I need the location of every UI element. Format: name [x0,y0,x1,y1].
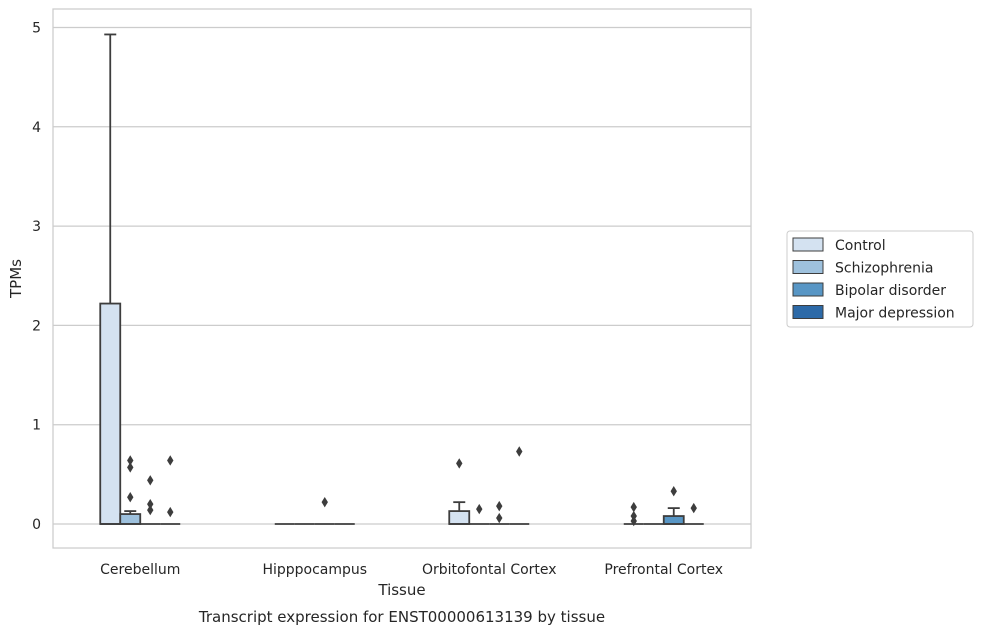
box [99,302,122,525]
box-major-depression [509,446,530,525]
box-control [448,458,471,525]
outlier-point [167,506,174,518]
outlier-point [147,498,154,510]
outlier-point [690,502,697,514]
legend-swatch [792,305,824,319]
legend-label: Bipolar disorder [835,283,946,299]
box-bipolar-disorder [489,500,510,525]
box-control [99,33,122,525]
plot-frame [52,8,752,549]
outlier-point [127,462,134,473]
outlier-point [127,455,134,466]
outlier-point [630,510,637,522]
box [448,510,471,525]
outlier-point [516,446,523,457]
outlier-point [147,504,154,516]
legend-label: Major depression [835,306,955,322]
legend: Control Schizophrenia Bipolar disorder Majo… [786,230,974,328]
y-axis: 0 1 2 3 4 5 [32,21,41,534]
box-major-depression [160,455,181,525]
x-tick-label: Hipppocampus [262,562,367,578]
y-axis-title: TPMs [7,259,25,299]
legend-swatch [792,260,824,274]
y-tick-label: 4 [32,120,41,136]
outlier-point [167,455,174,466]
outlier-point [321,496,328,508]
outlier-point [456,458,463,469]
outlier-point [670,486,677,497]
outlier-point [496,500,503,512]
chart-caption: Transcript expression for ENST0000061313… [198,608,605,626]
legend-frame [786,230,974,328]
plot-area [99,33,704,527]
box-bipolar-disorder [140,475,161,525]
x-tick-label: Prefrontal Cortex [604,562,723,578]
box [119,513,142,525]
outlier-point [476,503,483,515]
y-tick-label: 2 [32,318,41,334]
box-bipolar-disorder [314,496,335,525]
x-axis: Cerebellum Hipppocampus Orbitofontal Corte… [100,562,723,578]
box [662,515,685,525]
y-tick-label: 0 [32,517,41,533]
legend-label: Control [835,238,886,254]
legend-label: Schizophrenia [835,261,933,277]
outlier-point [127,491,134,503]
outlier-point [496,512,503,524]
x-tick-label: Cerebellum [100,562,180,578]
box-bipolar-disorder [662,486,685,525]
x-axis-title: Tissue [377,581,425,599]
y-tick-label: 5 [32,21,41,37]
outlier-point [147,475,154,486]
legend-swatch [792,282,824,297]
box-schizophrenia [469,503,490,525]
box-major-depression [683,502,704,525]
y-tick-label: 3 [32,219,41,235]
grid [53,26,751,525]
outlier-point [630,501,637,513]
legend-swatch [792,237,824,252]
box-control [623,501,644,527]
x-tick-label: Orbitofontal Cortex [422,562,557,578]
y-tick-label: 1 [32,418,41,434]
box-schizophrenia [119,455,142,525]
